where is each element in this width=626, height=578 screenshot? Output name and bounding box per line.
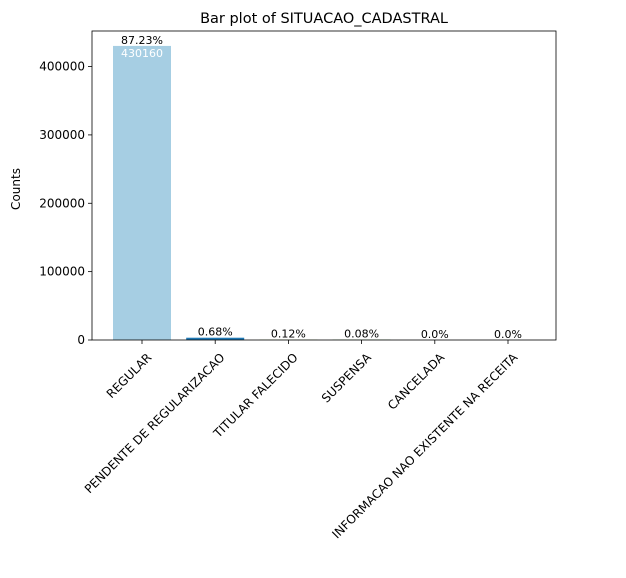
bar-value-label: 430160 xyxy=(121,47,163,60)
bar-percent-label: 0.0% xyxy=(494,328,522,341)
plot-area-frame xyxy=(91,30,557,341)
x-tick-label: PENDENTE DE REGULARIZACAO xyxy=(82,350,228,496)
chart-title: Bar plot of SITUACAO_CADASTRAL xyxy=(200,11,448,27)
y-tick-label: 0 xyxy=(77,333,85,347)
bar-percent-label: 87.23% xyxy=(121,34,163,47)
y-tick-label: 300000 xyxy=(39,128,85,142)
bar-percent-label: 0.68% xyxy=(198,326,233,339)
x-tick-label: REGULAR xyxy=(104,350,155,401)
bar-percent-label: 0.08% xyxy=(344,328,379,341)
bar-percent-label: 0.0% xyxy=(421,328,449,341)
data-labels-layer: 87.23% 0.68% 0.12% 0.08% 0.0% 0.0% 430160 xyxy=(121,34,522,341)
y-axis: 0 100000 200000 300000 400000 xyxy=(39,60,92,347)
x-tick-label: CANCELADA xyxy=(385,350,448,413)
x-tick-label: SUSPENSA xyxy=(319,350,375,406)
y-axis-label: Counts xyxy=(9,168,23,210)
y-tick-label: 200000 xyxy=(39,196,85,210)
bar xyxy=(113,45,171,341)
y-tick-label: 400000 xyxy=(39,60,85,74)
y-tick-label: 100000 xyxy=(39,265,85,279)
bars-layer xyxy=(113,45,464,341)
bar xyxy=(186,337,245,340)
bar-percent-label: 0.12% xyxy=(271,328,306,341)
